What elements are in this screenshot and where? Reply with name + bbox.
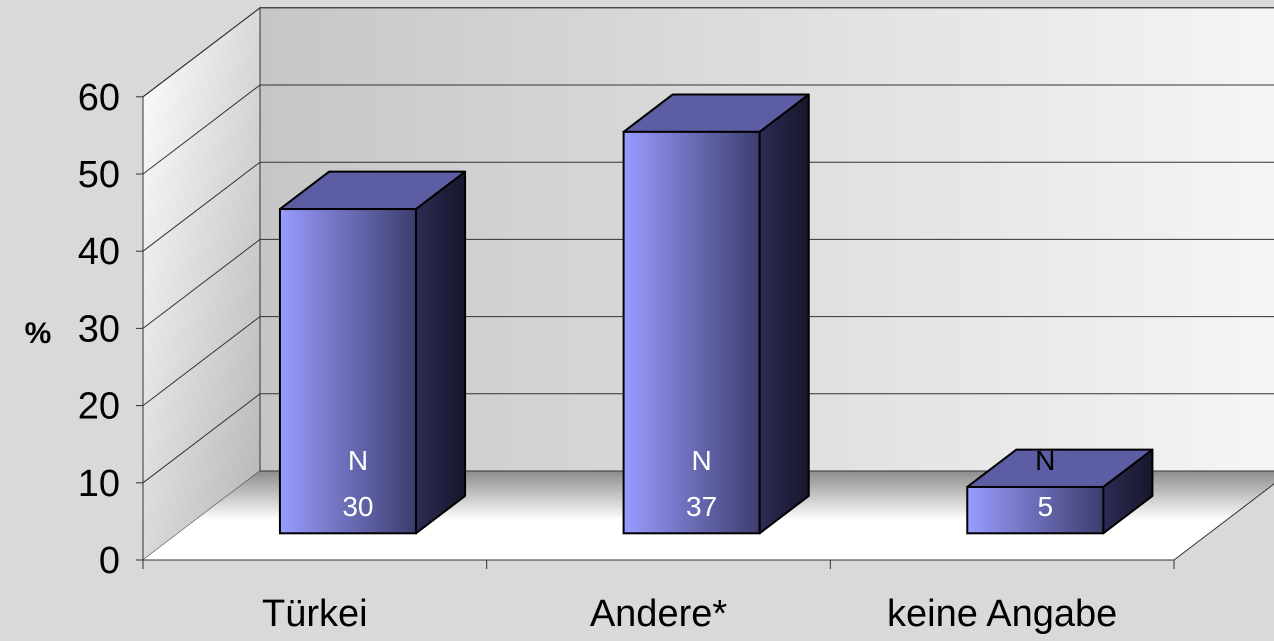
gridline — [142, 7, 1274, 98]
bar-label-count: 37 — [686, 491, 717, 522]
bar-side — [414, 170, 467, 535]
y-tick-label: 30 — [78, 308, 120, 350]
gridline — [142, 84, 1274, 175]
y-tick-label: 10 — [78, 463, 120, 505]
gridline — [142, 238, 1274, 329]
bar-label-count: 5 — [1037, 491, 1053, 522]
bar-1: N 30 — [278, 170, 467, 535]
floor-right-edge — [1173, 483, 1274, 561]
bar-3: N5 — [966, 445, 1154, 535]
bar-side — [758, 93, 810, 535]
y-tick-label: 40 — [78, 231, 120, 273]
y-tick-label: 0 — [99, 540, 120, 582]
bar-label-count: 30 — [342, 491, 373, 522]
gridline — [142, 161, 1274, 252]
axes — [136, 96, 1175, 569]
bar-front — [278, 208, 417, 535]
y-tick-label: 20 — [78, 386, 120, 428]
bar-label-n: N — [348, 445, 368, 476]
bar-front — [966, 485, 1105, 535]
y-tick-labels: 0 10 20 30 40 50 60 — [78, 77, 120, 582]
x-tick-label: keine Angabe — [887, 593, 1117, 635]
gridline — [142, 316, 1274, 406]
bar-front — [622, 130, 761, 535]
bar-2: N 37 — [622, 93, 810, 535]
y-tick-label: 60 — [78, 77, 120, 119]
y-axis-label: % — [25, 317, 52, 350]
bar-label-n: N — [691, 445, 711, 476]
x-tick-labels: Türkei Andere* keine Angabe — [262, 593, 1117, 635]
x-tick-label: Türkei — [262, 593, 368, 635]
gridline — [142, 393, 1274, 484]
bar-label-n: N — [1035, 445, 1055, 476]
x-tick-label: Andere* — [590, 593, 728, 635]
y-tick-label: 50 — [78, 154, 120, 196]
